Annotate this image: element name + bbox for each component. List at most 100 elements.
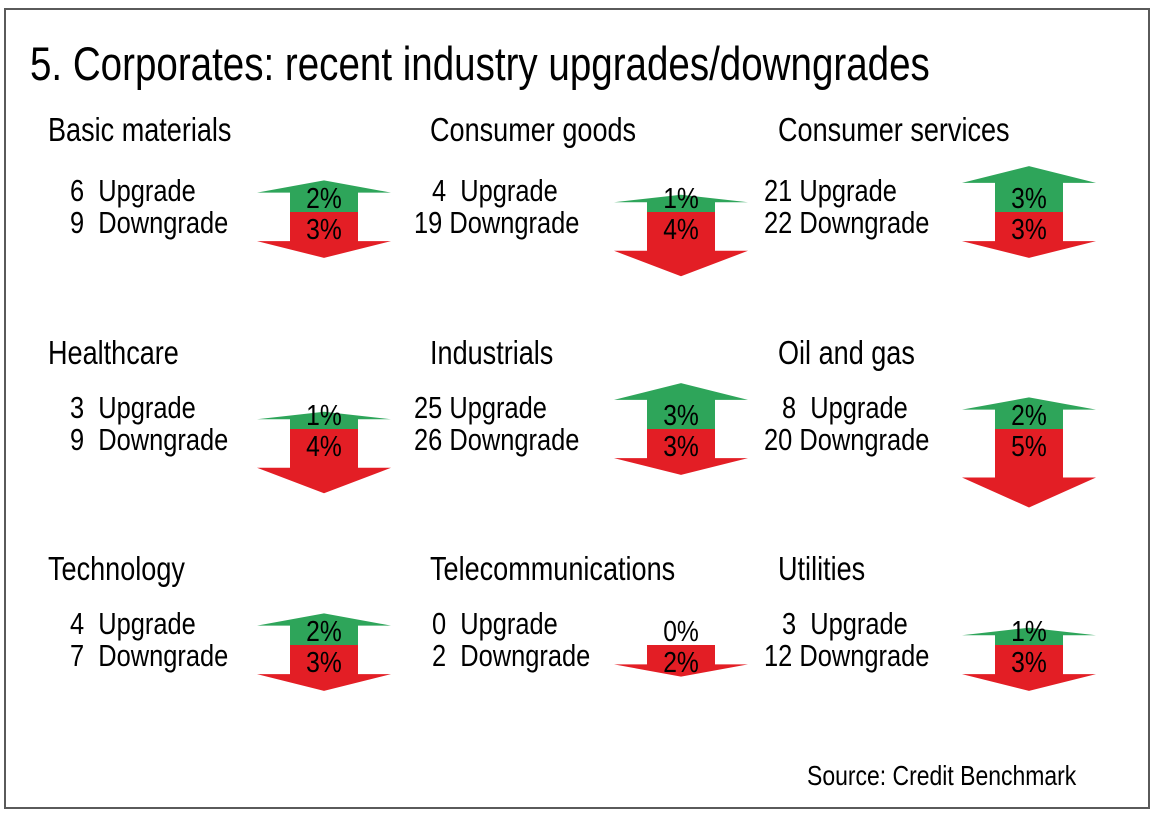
arrow-group-oil-and-gas: 2%5%: [962, 397, 1096, 508]
downgrade-line-industrials: 26 Downgrade: [414, 424, 616, 456]
upgrade-arrow: [257, 613, 391, 645]
count-line-text: 4 Upgrade: [432, 175, 558, 207]
chart-title-text: 5. Corporates: recent industry upgrades/…: [30, 37, 930, 90]
arrow-group-utilities: 1%3%: [962, 615, 1096, 691]
panel-heading-technology: Technology: [48, 551, 215, 587]
upgrade-arrow: [962, 397, 1096, 429]
downgrade-count: 12: [764, 638, 800, 673]
panel-heading-text: Basic materials: [48, 111, 232, 148]
chart-frame: [4, 8, 1150, 809]
upgrade-pct-label: 3%: [1011, 182, 1047, 214]
downgrade-pct-label: 5%: [1011, 430, 1047, 462]
upgrade-label: Upgrade: [98, 173, 196, 208]
panel-heading-healthcare: Healthcare: [48, 335, 208, 371]
upgrade-pct-label: 2%: [1011, 399, 1047, 431]
downgrade-line-utilities: 12 Downgrade: [764, 640, 966, 672]
arrow-group-telecommunications: 0%2%: [614, 615, 748, 678]
downgrade-pct-label: 2%: [663, 646, 699, 678]
panel-heading-text: Consumer goods: [430, 111, 637, 148]
count-line-text: 6 Upgrade: [70, 175, 196, 207]
downgrade-pct-label: 3%: [1011, 646, 1047, 678]
arrow-group-healthcare: 1%4%: [257, 399, 391, 494]
upgrade-label: Upgrade: [98, 606, 196, 641]
upgrade-label: Upgrade: [799, 173, 897, 208]
downgrade-line-consumer-services: 22 Downgrade: [764, 207, 966, 239]
downgrade-count: 22: [764, 205, 800, 240]
count-line-text: 19 Downgrade: [414, 207, 579, 239]
upgrade-label: Upgrade: [98, 390, 196, 425]
panel-heading-text: Technology: [48, 550, 185, 587]
panel-heading-text: Industrials: [430, 334, 554, 371]
count-line-text: 3 Upgrade: [782, 608, 908, 640]
downgrade-arrow: [257, 429, 391, 494]
count-line-text: 8 Upgrade: [782, 392, 908, 424]
downgrade-count: 7: [70, 638, 99, 673]
panel-heading-basic-materials: Basic materials: [48, 112, 272, 148]
count-line-text: 7 Downgrade: [70, 640, 228, 672]
downgrade-count: 19: [414, 205, 450, 240]
downgrade-count: 9: [70, 422, 99, 457]
source-text: Source: Credit Benchmark: [807, 760, 1077, 791]
upgrade-line-basic-materials: 6 Upgrade: [70, 175, 223, 207]
count-line-text: 20 Downgrade: [764, 424, 929, 456]
upgrade-pct-label: 1%: [663, 182, 699, 214]
count-line-text: 21 Upgrade: [764, 175, 897, 207]
upgrade-count: 0: [432, 606, 461, 641]
upgrade-line-telecommunications: 0 Upgrade: [432, 608, 585, 640]
upgrade-pct-label: 2%: [306, 182, 342, 214]
downgrade-pct-label: 3%: [1011, 213, 1047, 245]
count-line-text: 25 Upgrade: [414, 392, 547, 424]
panel-heading-consumer-services: Consumer services: [778, 112, 1060, 148]
upgrade-pct-label: 1%: [306, 399, 342, 431]
count-line-text: 9 Downgrade: [70, 424, 228, 456]
downgrade-line-technology: 7 Downgrade: [70, 640, 263, 672]
arrow-group-technology: 2%3%: [257, 613, 391, 691]
upgrade-line-oil-and-gas: 8 Upgrade: [782, 392, 935, 424]
downgrade-count: 26: [414, 422, 450, 457]
count-line-text: 22 Downgrade: [764, 207, 929, 239]
downgrade-arrow: [614, 429, 748, 475]
downgrade-pct-label: 4%: [306, 430, 342, 462]
panel-heading-text: Telecommunications: [430, 550, 676, 587]
downgrade-arrow: [614, 212, 748, 277]
downgrade-label: Downgrade: [799, 422, 930, 457]
count-line-text: 0 Upgrade: [432, 608, 558, 640]
downgrade-line-oil-and-gas: 20 Downgrade: [764, 424, 966, 456]
downgrade-line-telecommunications: 2 Downgrade: [432, 640, 625, 672]
downgrade-line-basic-materials: 9 Downgrade: [70, 207, 263, 239]
upgrade-count: 21: [764, 173, 800, 208]
panel-heading-text: Utilities: [778, 550, 866, 587]
panel-heading-text: Consumer services: [778, 111, 1010, 148]
upgrade-arrow: [257, 411, 391, 429]
panel-heading-text: Healthcare: [48, 334, 179, 371]
downgrade-arrow: [257, 645, 391, 691]
downgrade-arrow: [614, 645, 748, 677]
downgrade-pct-label: 4%: [663, 213, 699, 245]
panel-heading-consumer-goods: Consumer goods: [430, 112, 681, 148]
downgrade-count: 9: [70, 205, 99, 240]
upgrade-line-consumer-services: 21 Upgrade: [764, 175, 926, 207]
downgrade-count: 20: [764, 422, 800, 457]
upgrade-label: Upgrade: [460, 173, 558, 208]
upgrade-pct-label: 2%: [306, 615, 342, 647]
downgrade-label: Downgrade: [799, 205, 930, 240]
count-line-text: 26 Downgrade: [414, 424, 579, 456]
downgrade-pct-label: 3%: [306, 213, 342, 245]
upgrade-line-utilities: 3 Upgrade: [782, 608, 935, 640]
upgrade-label: Upgrade: [460, 606, 558, 641]
panel-heading-telecommunications: Telecommunications: [430, 551, 729, 587]
downgrade-label: Downgrade: [460, 638, 591, 673]
panel-heading-text: Oil and gas: [778, 334, 915, 371]
downgrade-label: Downgrade: [449, 205, 580, 240]
upgrade-label: Upgrade: [810, 390, 908, 425]
downgrade-pct-label: 3%: [306, 646, 342, 678]
downgrade-arrow: [962, 645, 1096, 691]
upgrade-arrow: [962, 166, 1096, 212]
upgrade-line-healthcare: 3 Upgrade: [70, 392, 223, 424]
upgrade-count: 25: [414, 390, 450, 425]
upgrade-count: 3: [70, 390, 99, 425]
downgrade-label: Downgrade: [98, 205, 229, 240]
upgrade-line-industrials: 25 Upgrade: [414, 392, 576, 424]
arrow-group-consumer-goods: 1%4%: [614, 182, 748, 277]
